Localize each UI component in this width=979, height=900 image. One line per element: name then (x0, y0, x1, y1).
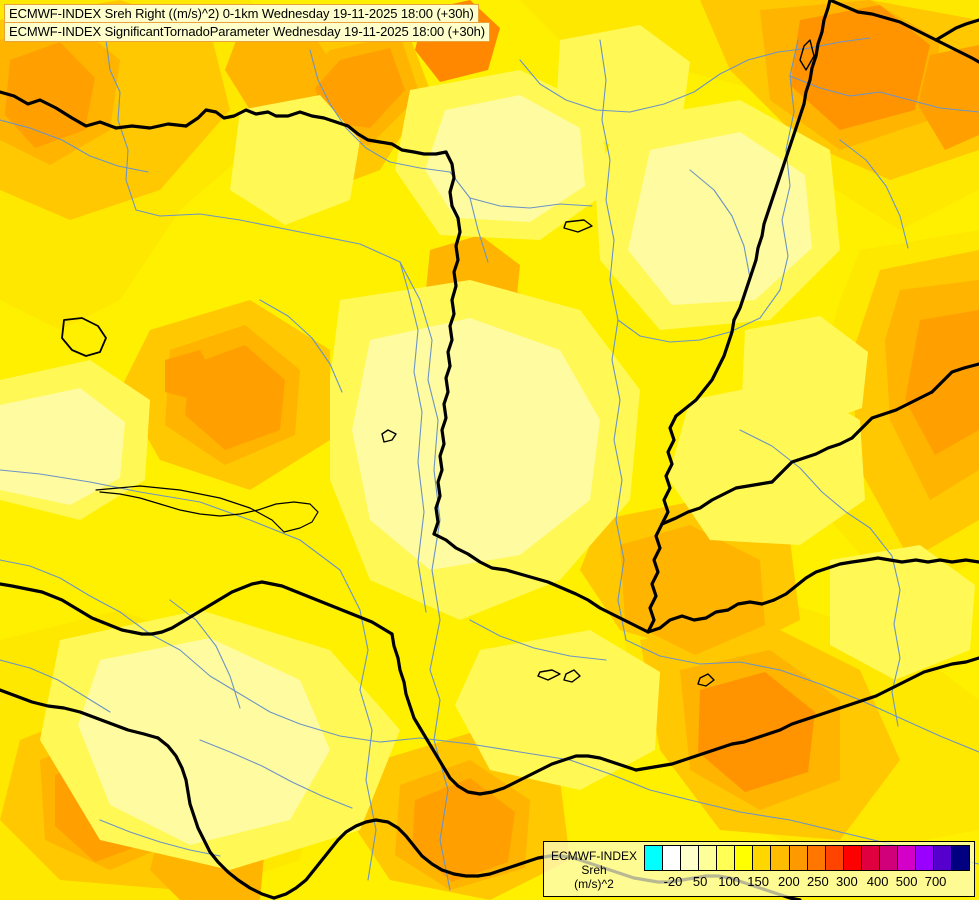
colorbar-tick-labels: -20 50 100 150 200 250 300 400 500 700 (644, 873, 970, 893)
colorbar-tick-300: 300 (835, 874, 858, 889)
colorbar-swatch-5 (735, 846, 754, 870)
map-title-primary: ECMWF-INDEX Sreh Right ((m/s)^2) 0-1km W… (4, 4, 479, 24)
colorbar-swatch-15 (915, 846, 934, 870)
colorbar-swatch-17 (952, 846, 970, 870)
legend-caption-line-3: (m/s)^2 (574, 876, 614, 891)
colorbar-swatch-1 (663, 846, 682, 870)
colorbar-swatches (644, 845, 970, 871)
colorbar-tick-700: 700 (924, 874, 947, 889)
colorbar-swatch-8 (789, 846, 808, 870)
colorbar-tick-250: 250 (807, 874, 829, 889)
colorbar-tick-500: 500 (895, 874, 918, 889)
colorbar-tick-100: 100 (718, 874, 740, 889)
colorbar-tick-50: 50 (692, 874, 708, 889)
legend-caption-line-1: ECMWF-INDEX (551, 848, 637, 863)
map-title-secondary: ECMWF-INDEX SignificantTornadoParameter … (4, 22, 490, 42)
colorbar-tick-150: 150 (747, 874, 769, 889)
colorbar-swatch-6 (753, 846, 772, 870)
colorbar-legend: ECMWF-INDEX Sreh (m/s)^2 -20 50 100 150 200 2… (543, 841, 975, 897)
colorbar-tick-200: 200 (778, 874, 800, 889)
colorbar-swatch-0 (645, 846, 664, 870)
colorbar-swatch-14 (897, 846, 916, 870)
colorbar-swatch-3 (699, 846, 718, 870)
legend-caption-line-2: Sreh (581, 862, 607, 877)
colorbar-swatch-11 (843, 846, 862, 870)
colorbar-swatch-10 (825, 846, 844, 870)
colorbar-swatch-12 (861, 846, 880, 870)
legend-scale: -20 50 100 150 200 250 300 400 500 700 (644, 842, 974, 896)
colorbar-swatch-9 (807, 846, 826, 870)
legend-caption: ECMWF-INDEX Sreh (m/s)^2 (544, 842, 644, 896)
colorbar-swatch-2 (681, 846, 700, 870)
colorbar-swatch-7 (771, 846, 790, 870)
colorbar-swatch-4 (717, 846, 736, 870)
colorbar-tick-400: 400 (866, 874, 889, 889)
colorbar-swatch-16 (934, 846, 953, 870)
colorbar-swatch-13 (879, 846, 898, 870)
colorbar-tick--20: -20 (663, 874, 683, 889)
river-network (0, 37, 979, 891)
